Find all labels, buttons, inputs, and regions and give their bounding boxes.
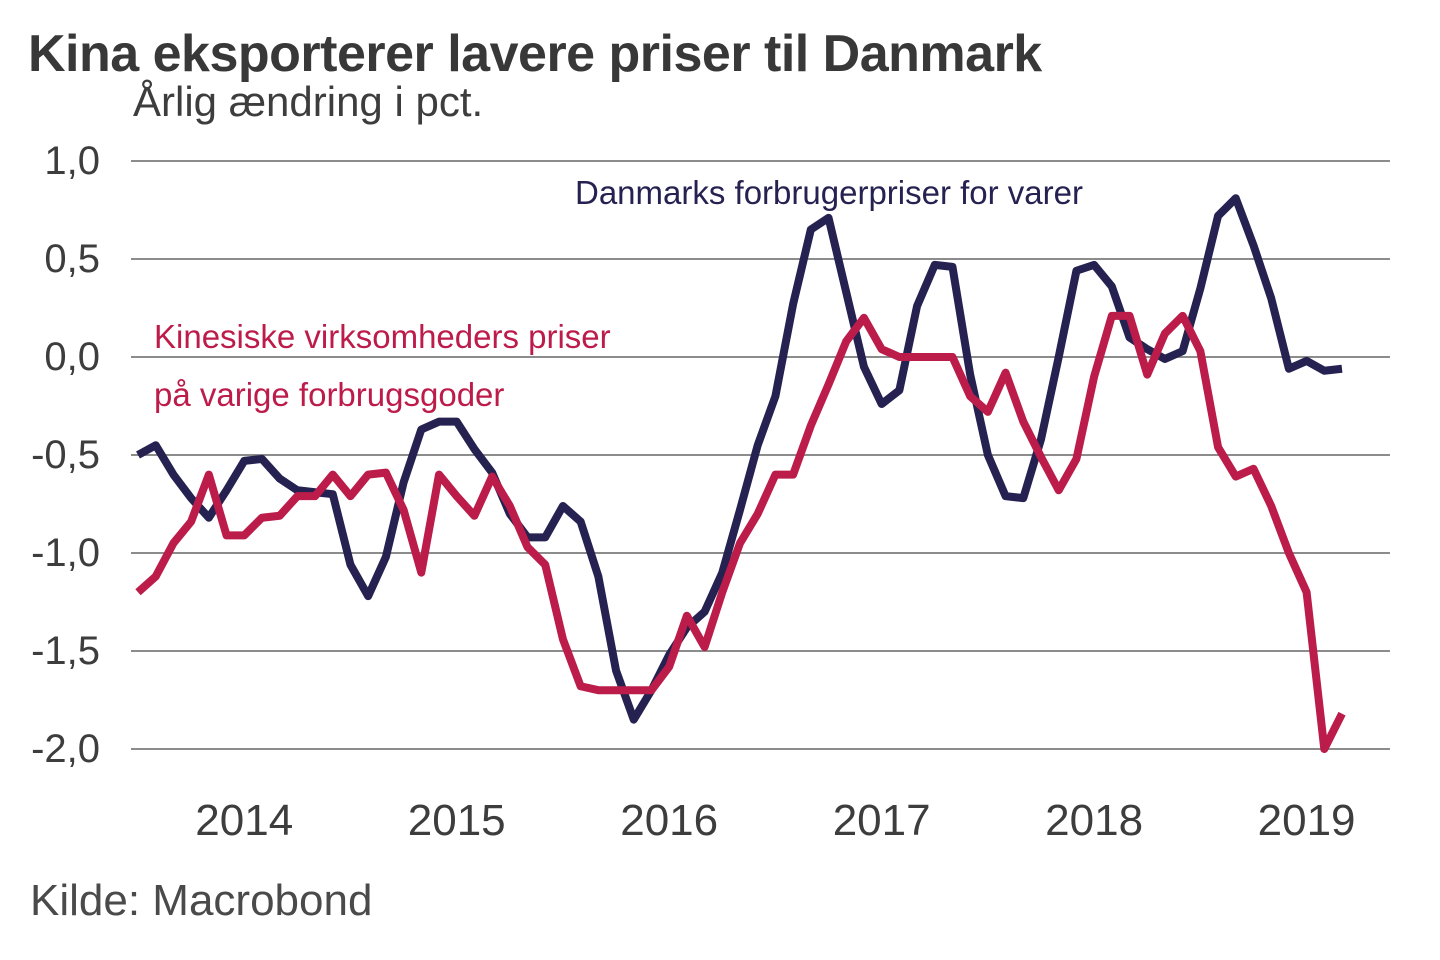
chart-title: Kina eksporterer lavere priser til Danma… — [28, 25, 1042, 83]
chart-subtitle: Årlig ændring i pct. — [133, 78, 484, 125]
y-tick-label: -1,5 — [31, 629, 100, 673]
x-tick-label-2016: 2016 — [620, 796, 719, 845]
x-tick-label-2018: 2018 — [1045, 796, 1144, 845]
source-note: Kilde: Macrobond — [30, 876, 373, 925]
x-tick-label-2019: 2019 — [1257, 796, 1356, 845]
series-label-china: Kinesiske virksomheders priser på varige… — [154, 308, 611, 424]
series-label-china-line2: på varige forbrugsgoder — [154, 376, 505, 413]
y-tick-label: 0,0 — [44, 335, 100, 379]
series-label-china-line1: Kinesiske virksomheders priser — [154, 318, 611, 355]
line-denmark-cpi-goods — [136, 194, 1343, 724]
y-tick-label: 1,0 — [44, 139, 100, 183]
line-china-producer-prices — [135, 311, 1346, 753]
y-tick-label: -1,0 — [31, 531, 100, 575]
y-tick-label: -2,0 — [31, 727, 100, 771]
y-tick-label: -0,5 — [31, 433, 100, 477]
x-tick-label-2014: 2014 — [195, 796, 294, 845]
series-label-denmark: Danmarks forbrugerpriser for varer — [575, 174, 1083, 211]
y-tick-label: 0,5 — [44, 237, 100, 281]
x-tick-label-2017: 2017 — [832, 796, 931, 845]
x-tick-label-2015: 2015 — [407, 796, 506, 845]
